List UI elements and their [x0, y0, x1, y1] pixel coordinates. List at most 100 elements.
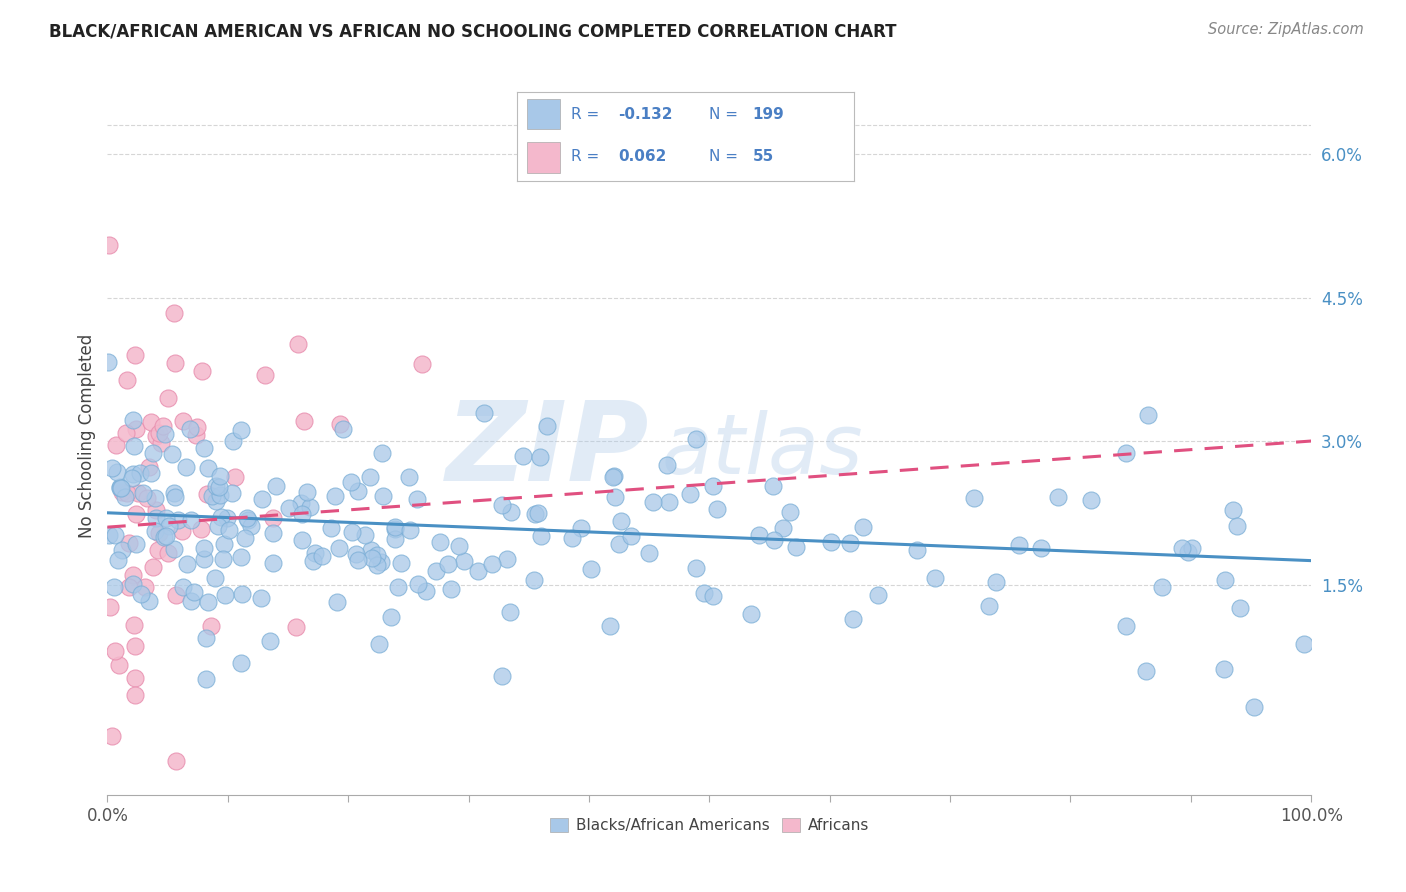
- Point: [527, 507, 550, 521]
- Point: [702, 478, 724, 492]
- Point: [522, 573, 544, 587]
- Point: [138, 594, 160, 608]
- Point: [104, 644, 127, 658]
- Point: [129, 467, 152, 481]
- Point: [347, 553, 370, 567]
- Point: [183, 584, 205, 599]
- Point: [491, 499, 513, 513]
- Point: [290, 496, 312, 510]
- Point: [1229, 600, 1251, 615]
- Point: [399, 524, 422, 538]
- Point: [205, 479, 228, 493]
- Text: Source: ZipAtlas.com: Source: ZipAtlas.com: [1208, 22, 1364, 37]
- Legend: Blacks/African Americans, Africans: Blacks/African Americans, Africans: [544, 812, 875, 839]
- Point: [262, 510, 284, 524]
- Point: [384, 520, 406, 534]
- Point: [685, 561, 707, 575]
- Point: [287, 337, 309, 351]
- Point: [292, 414, 315, 428]
- Point: [209, 509, 232, 524]
- Point: [207, 519, 229, 533]
- Point: [200, 489, 222, 503]
- Point: [447, 539, 470, 553]
- Point: [163, 542, 186, 557]
- Point: [366, 548, 388, 562]
- Point: [165, 490, 187, 504]
- Point: [167, 513, 190, 527]
- Point: [1222, 503, 1244, 517]
- Point: [1243, 700, 1265, 714]
- Point: [217, 511, 239, 525]
- Point: [411, 357, 433, 371]
- Point: [284, 620, 307, 634]
- Point: [610, 514, 633, 528]
- Point: [1171, 541, 1194, 556]
- Point: [193, 552, 215, 566]
- Point: [122, 467, 145, 481]
- Point: [291, 507, 314, 521]
- Point: [838, 536, 860, 550]
- Point: [1181, 541, 1204, 555]
- Point: [124, 639, 146, 653]
- Point: [366, 558, 388, 572]
- Point: [536, 419, 558, 434]
- Point: [156, 391, 179, 405]
- Point: [429, 535, 451, 549]
- Point: [325, 489, 347, 503]
- Point: [311, 549, 333, 563]
- Point: [145, 503, 167, 517]
- Point: [104, 528, 127, 542]
- Point: [1213, 573, 1236, 587]
- Text: BLACK/AFRICAN AMERICAN VS AFRICAN NO SCHOOLING COMPLETED CORRELATION CHART: BLACK/AFRICAN AMERICAN VS AFRICAN NO SCH…: [49, 22, 897, 40]
- Point: [453, 554, 475, 568]
- Point: [98, 600, 121, 615]
- Text: atlas: atlas: [661, 410, 863, 491]
- Point: [238, 513, 260, 527]
- Point: [138, 459, 160, 474]
- Point: [224, 469, 246, 483]
- Point: [208, 488, 231, 502]
- Point: [332, 421, 354, 435]
- Point: [371, 489, 394, 503]
- Point: [129, 587, 152, 601]
- Point: [193, 441, 215, 455]
- Point: [495, 551, 517, 566]
- Point: [706, 501, 728, 516]
- Point: [143, 524, 166, 538]
- Point: [398, 470, 420, 484]
- Point: [499, 606, 522, 620]
- Point: [380, 610, 402, 624]
- Point: [384, 533, 406, 547]
- Point: [301, 554, 323, 568]
- Point: [136, 491, 159, 505]
- Point: [467, 564, 489, 578]
- Point: [195, 487, 218, 501]
- Point: [163, 356, 186, 370]
- Point: [328, 417, 350, 432]
- Point: [124, 348, 146, 362]
- Point: [866, 588, 889, 602]
- Point: [111, 542, 134, 557]
- Point: [1046, 490, 1069, 504]
- Point: [295, 485, 318, 500]
- Point: [340, 475, 363, 489]
- Point: [107, 553, 129, 567]
- Point: [779, 505, 801, 519]
- Point: [763, 533, 786, 547]
- Point: [118, 580, 141, 594]
- Point: [657, 458, 679, 472]
- Point: [278, 500, 301, 515]
- Point: [299, 500, 322, 515]
- Point: [145, 429, 167, 443]
- Point: [748, 528, 770, 542]
- Point: [360, 551, 382, 566]
- Point: [208, 469, 231, 483]
- Point: [1029, 541, 1052, 555]
- Point: [905, 543, 928, 558]
- Point: [148, 425, 170, 440]
- Point: [762, 479, 785, 493]
- Point: [163, 306, 186, 320]
- Point: [125, 536, 148, 550]
- Point: [176, 557, 198, 571]
- Point: [197, 595, 219, 609]
